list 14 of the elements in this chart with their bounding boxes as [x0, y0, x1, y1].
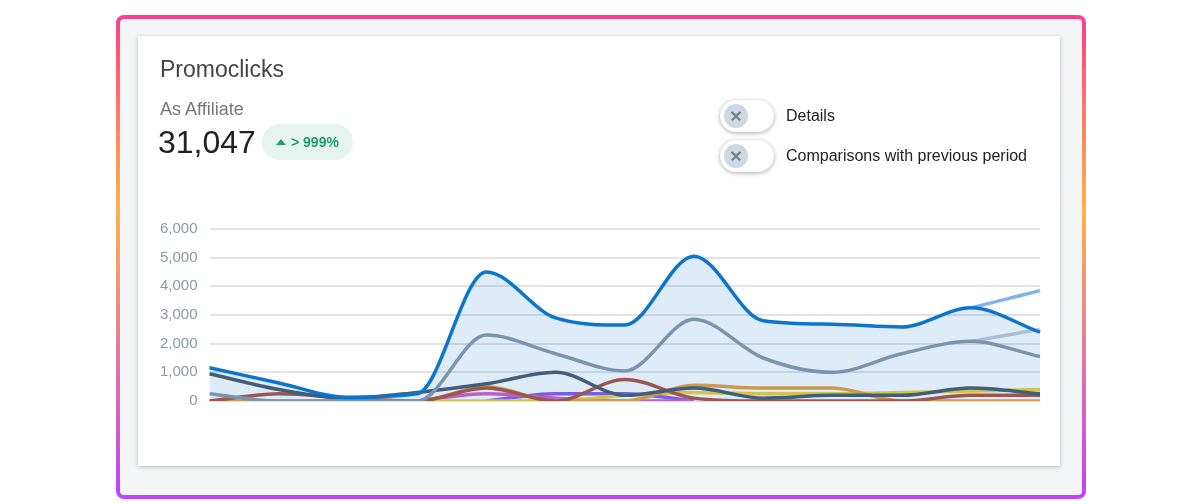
line-series	[207, 317, 1042, 401]
text: 31,047	[158, 124, 256, 161]
y-tick-label: 1,000	[159, 362, 198, 380]
y-tick-label: 3,000	[159, 305, 198, 323]
chart-subtitle: As Affiliate	[160, 99, 244, 120]
y-tick-label: 6,000	[159, 219, 198, 237]
y-tick-label: 4,000	[159, 276, 198, 294]
text: Details	[786, 107, 835, 125]
text: Comparisons with previous period	[786, 147, 1027, 165]
text: > 999%	[291, 134, 339, 150]
chart-title: Promoclicks	[160, 56, 284, 83]
y-tick-label: 0	[189, 391, 198, 409]
y-tick-label: 2,000	[159, 333, 198, 351]
y-tick-label: 5,000	[159, 247, 198, 265]
